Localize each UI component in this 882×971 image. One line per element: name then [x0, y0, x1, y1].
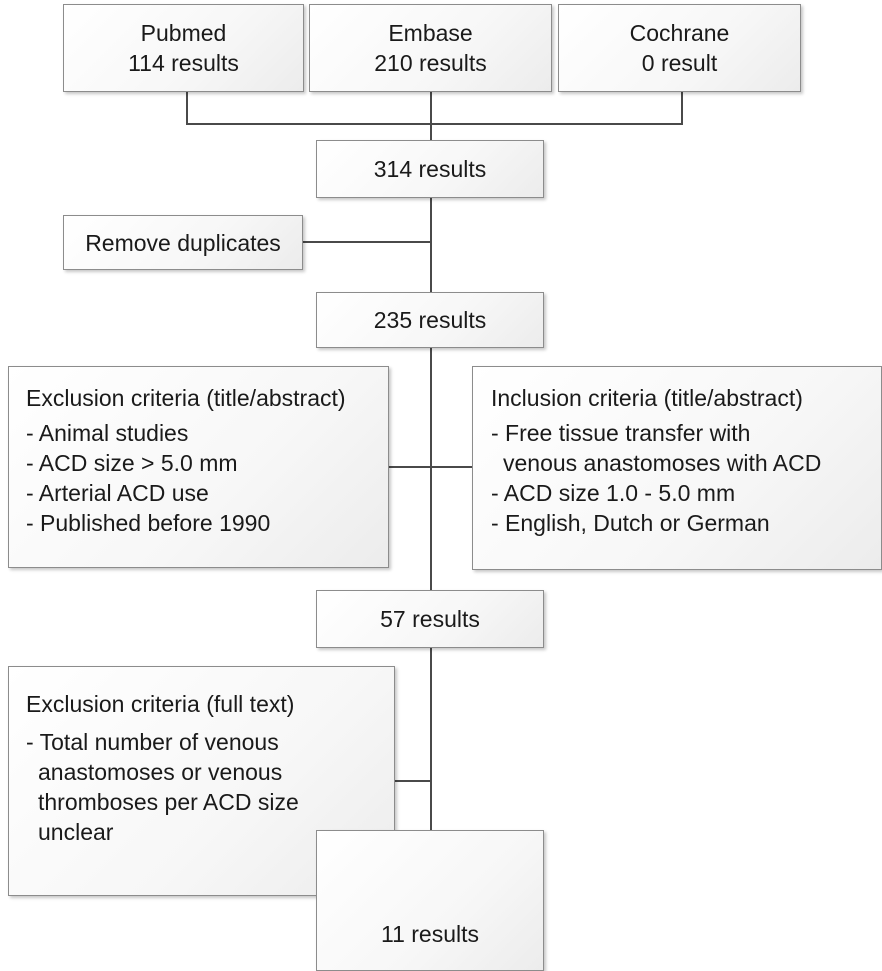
step-box-11: 11 results	[316, 830, 544, 971]
connector-sources-bus	[681, 92, 683, 124]
connector-inclusion-branch	[431, 466, 472, 468]
criteria-item: - English, Dutch or German	[491, 510, 770, 536]
step-box-314: 314 results	[316, 140, 544, 198]
criteria-item: thromboses per ACD size	[38, 789, 299, 815]
connector-fulltext-branch	[395, 780, 431, 782]
connector-main-vertical	[430, 92, 432, 140]
remove-label: Remove duplicates	[85, 229, 281, 256]
source-count: 210 results	[374, 50, 487, 76]
criteria-item: venous anastomoses with ACD	[503, 450, 822, 476]
inclusion-criteria-title-abstract-box: Inclusion criteria (title/abstract) - Fr…	[472, 366, 882, 570]
step-box-57: 57 results	[316, 590, 544, 648]
criteria-title: Exclusion criteria (title/abstract)	[26, 385, 346, 411]
exclusion-criteria-title-abstract-box: Exclusion criteria (title/abstract) - An…	[8, 366, 389, 568]
connector-remove-branch	[303, 241, 431, 243]
source-box-embase: Embase 210 results	[309, 4, 552, 92]
connector-exclusion-branch	[389, 466, 431, 468]
criteria-item: - Animal studies	[26, 420, 189, 446]
exclusion-criteria-full-text-box: Exclusion criteria (full text) - Total n…	[8, 666, 395, 896]
criteria-title: Inclusion criteria (title/abstract)	[491, 385, 803, 411]
criteria-item: - ACD size 1.0 - 5.0 mm	[491, 480, 736, 506]
source-count: 114 results	[128, 50, 239, 76]
criteria-title: Exclusion criteria (full text)	[26, 691, 295, 717]
step-label: 314 results	[373, 156, 487, 182]
source-box-cochrane: Cochrane 0 result	[558, 4, 801, 92]
step-label: 235 results	[373, 307, 487, 333]
source-box-pubmed: Pubmed 114 results	[63, 4, 304, 92]
connector-sources-bus	[186, 92, 188, 124]
connector-bus-horizontal	[186, 123, 683, 125]
criteria-item: - ACD size > 5.0 mm	[26, 450, 238, 476]
connector-main-vertical	[430, 348, 432, 590]
criteria-list: - Free tissue transfer with venous anast…	[491, 418, 881, 538]
connector-main-vertical	[430, 198, 432, 292]
criteria-item: - Total number of venous	[26, 729, 279, 755]
criteria-list: - Animal studies - ACD size > 5.0 mm - A…	[26, 418, 388, 538]
source-name: Embase	[388, 20, 473, 46]
remove-duplicates-box: Remove duplicates	[63, 215, 303, 270]
criteria-item: - Arterial ACD use	[26, 480, 209, 506]
criteria-list: - Total number of venous anastomoses or …	[26, 727, 394, 847]
source-name: Pubmed	[140, 20, 227, 46]
source-name: Cochrane	[629, 20, 730, 46]
step-box-235: 235 results	[316, 292, 544, 348]
source-count: 0 result	[641, 50, 718, 76]
criteria-item: unclear	[38, 819, 114, 845]
step-label: 57 results	[380, 606, 480, 632]
connector-main-vertical	[430, 648, 432, 830]
step-label: 11 results	[380, 921, 479, 947]
criteria-item: anastomoses or venous	[38, 759, 283, 785]
criteria-item: - Published before 1990	[26, 510, 271, 536]
criteria-item: - Free tissue transfer with	[491, 420, 751, 446]
